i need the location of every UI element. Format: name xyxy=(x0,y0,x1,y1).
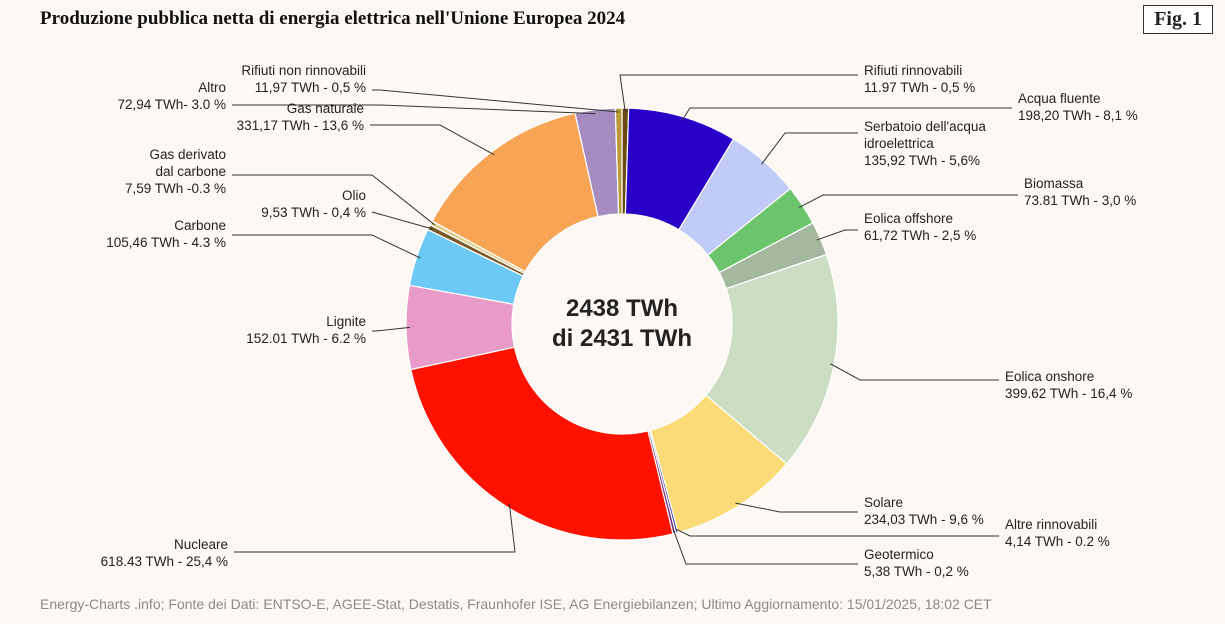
leader-biomassa xyxy=(798,194,1018,208)
label-name-altre-rinnovabili: Altre rinnovabili xyxy=(1005,517,1097,532)
label-biomassa: Biomassa 73.81 TWh - 3,0 % xyxy=(1024,176,1136,208)
leader-carbone xyxy=(232,234,421,259)
label-lignite: Lignite 152.01 TWh - 6.2 % xyxy=(246,314,366,346)
slice-nucleare xyxy=(410,346,674,541)
label-name-acqua-fluente: Acqua fluente xyxy=(1018,91,1101,106)
label-serbatoio: Serbatoio dell'acqua idroelettrica 135,92 … xyxy=(864,119,986,168)
source-footer: Energy-Charts .info; Fonte dei Dati: ENT… xyxy=(40,596,992,612)
slice-labels: Rifiuti rinnovabili 11.97 TWh - 0,5 % Acqu… xyxy=(101,63,1138,579)
chart-title: Produzione pubblica netta di energia ele… xyxy=(40,8,626,29)
label-value-rifiuti-non-rinnovabili: 11,97 TWh - 0,5 % xyxy=(255,80,366,95)
label-gas-derivato: Gas derivato dal carbone 7,59 TWh -0.3 % xyxy=(125,147,226,196)
label-name-carbone: Carbone xyxy=(174,218,226,233)
label-value-solare: 234,03 TWh - 9,6 % xyxy=(864,512,984,527)
label-value-carbone: 105,46 TWh - 4.3 % xyxy=(106,235,226,250)
leader-eolica-offshore xyxy=(816,229,858,241)
label-rifiuti-rinnovabili: Rifiuti rinnovabili 11.97 TWh - 0,5 % xyxy=(864,63,975,95)
center-subtotal: di 2431 TWh xyxy=(552,325,692,352)
leader-gas-derivato xyxy=(232,174,435,226)
label-rifiuti-non-rinnovabili: Rifiuti non rinnovabili 11,97 TWh - 0,5 % xyxy=(241,63,366,95)
label-name-gas-derivato: dal carbone xyxy=(155,164,226,179)
label-value-gas-naturale: 331,17 TWh - 13,6 % xyxy=(237,118,364,133)
label-name-geotermico: Geotermico xyxy=(864,547,934,562)
label-name-olio: Olio xyxy=(342,188,366,203)
leader-gas-naturale xyxy=(370,124,495,156)
leader-eolica-onshore xyxy=(830,363,999,381)
label-value-biomassa: 73.81 TWh - 3,0 % xyxy=(1024,193,1136,208)
label-name-altro: Altro xyxy=(198,80,226,95)
label-value-lignite: 152.01 TWh - 6.2 % xyxy=(246,331,366,346)
label-value-serbatoio: 135,92 TWh - 5,6% xyxy=(864,153,980,168)
leader-altro xyxy=(232,104,596,115)
leader-rifiuti-non-rinnovabili xyxy=(372,89,619,113)
label-name-serbatoio: idroelettrica xyxy=(864,136,934,151)
label-name-serbatoio: Serbatoio dell'acqua xyxy=(864,119,986,134)
leader-nucleare xyxy=(234,503,516,553)
label-name-biomassa: Biomassa xyxy=(1024,176,1084,191)
label-carbone: Carbone 105,46 TWh - 4.3 % xyxy=(106,218,226,250)
label-name-eolica-onshore: Eolica onshore xyxy=(1005,369,1094,384)
label-name-lignite: Lignite xyxy=(326,314,366,329)
label-name-gas-naturale: Gas naturale xyxy=(287,101,364,116)
leader-geotermico xyxy=(672,529,858,565)
figure-label: Fig. 1 xyxy=(1143,5,1213,34)
label-gas-naturale: Gas naturale 331,17 TWh - 13,6 % xyxy=(237,101,364,133)
leader-altre-rinnovabili xyxy=(675,528,999,537)
leader-rifiuti-rinnovabili xyxy=(619,74,858,113)
slice-eolica-onshore xyxy=(704,253,839,465)
label-geotermico: Geotermico 5,38 TWh - 0,2 % xyxy=(864,547,969,579)
label-name-solare: Solare xyxy=(864,495,903,510)
label-altro: Altro 72,94 TWh- 3.0 % xyxy=(117,80,226,112)
label-value-eolica-offshore: 61,72 TWh - 2,5 % xyxy=(864,228,976,243)
label-name-nucleare: Nucleare xyxy=(174,537,228,552)
label-eolica-onshore: Eolica onshore 399.62 TWh - 16,4 % xyxy=(1005,369,1132,401)
center-total: 2438 TWh xyxy=(566,295,678,322)
label-name-rifiuti-rinnovabili: Rifiuti rinnovabili xyxy=(864,63,962,78)
label-value-geotermico: 5,38 TWh - 0,2 % xyxy=(864,564,969,579)
label-solare: Solare 234,03 TWh - 9,6 % xyxy=(864,495,984,527)
label-acqua-fluente: Acqua fluente 198,20 TWh - 8,1 % xyxy=(1018,91,1138,123)
label-value-olio: 9,53 TWh - 0,4 % xyxy=(261,205,366,220)
donut-slices xyxy=(405,107,839,541)
slice-rifiuti-non-rinnovabili xyxy=(614,107,623,215)
leader-solare xyxy=(735,502,858,513)
leader-serbatoio xyxy=(761,132,858,165)
leader-lignite xyxy=(372,326,411,332)
label-nucleare: Nucleare 618.43 TWh - 25,4 % xyxy=(101,537,228,569)
label-name-rifiuti-non-rinnovabili: Rifiuti non rinnovabili xyxy=(241,63,366,78)
donut-chart: Rifiuti rinnovabili 11.97 TWh - 0,5 % Acqu… xyxy=(101,63,1138,579)
leader-olio xyxy=(371,211,433,230)
label-value-eolica-onshore: 399.62 TWh - 16,4 % xyxy=(1005,386,1132,401)
label-value-altre-rinnovabili: 4,14 TWh - 0.2 % xyxy=(1005,534,1110,549)
label-eolica-offshore: Eolica offshore 61,72 TWh - 2,5 % xyxy=(864,211,976,243)
label-value-altro: 72,94 TWh- 3.0 % xyxy=(117,97,226,112)
label-value-acqua-fluente: 198,20 TWh - 8,1 % xyxy=(1018,108,1138,123)
label-olio: Olio 9,53 TWh - 0,4 % xyxy=(261,188,366,220)
label-altre-rinnovabili: Altre rinnovabili 4,14 TWh - 0.2 % xyxy=(1005,517,1110,549)
label-value-rifiuti-rinnovabili: 11.97 TWh - 0,5 % xyxy=(864,80,975,95)
leader-lines xyxy=(232,74,1018,565)
label-value-nucleare: 618.43 TWh - 25,4 % xyxy=(101,554,228,569)
label-name-gas-derivato: Gas derivato xyxy=(149,147,226,162)
label-name-eolica-offshore: Eolica offshore xyxy=(864,211,953,226)
leader-acqua-fluente xyxy=(681,107,1012,121)
label-value-gas-derivato: 7,59 TWh -0.3 % xyxy=(125,181,226,196)
slice-gas-naturale xyxy=(431,112,599,273)
